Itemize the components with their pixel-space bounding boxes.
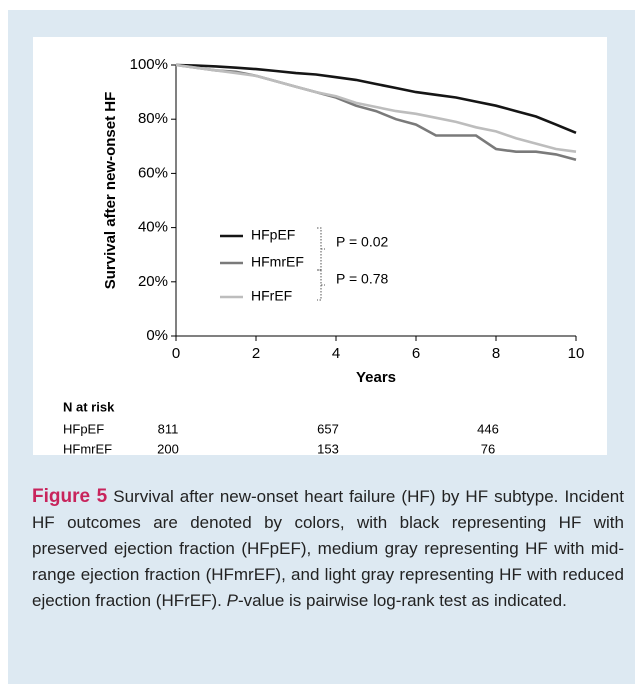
legend-label: HFmrEF: [251, 254, 304, 270]
x-tick-label: 2: [252, 345, 260, 362]
risk-count: 657: [317, 421, 339, 436]
legend-label: HFpEF: [251, 227, 295, 243]
risk-group: HFpEF: [63, 421, 104, 436]
risk-count: 76: [481, 441, 495, 455]
caption: Figure 5 Survival after new-onset heart …: [32, 484, 624, 614]
x-tick-label: 8: [492, 345, 500, 362]
risk-table-title: N at risk: [63, 399, 115, 414]
y-tick-label: 40%: [138, 219, 168, 236]
x-axis-label: Years: [356, 369, 396, 386]
caption-italic: P: [226, 591, 238, 610]
bracket: [317, 227, 325, 301]
x-tick-label: 4: [332, 345, 340, 362]
p-value: P = 0.78: [336, 271, 389, 287]
x-tick-label: 6: [412, 345, 420, 362]
y-tick-label: 20%: [138, 273, 168, 290]
survival-line: [175, 63, 577, 135]
risk-count: 200: [157, 441, 179, 455]
y-tick-label: 80%: [138, 110, 168, 127]
y-tick-label: 60%: [138, 164, 168, 181]
caption-text: Survival after new-onset heart failure (…: [32, 487, 624, 610]
p-value: P = 0.02: [336, 234, 389, 250]
risk-count: 446: [477, 421, 499, 436]
risk-count: 811: [158, 421, 179, 436]
legend-label: HFrEF: [251, 288, 292, 304]
y-tick-label: 100%: [130, 56, 168, 73]
figure-panel: 0% 20% 40% 60% 80% 100% 0 2 4 6 8 10 Years Survival a…: [8, 10, 635, 684]
risk-group: HFmrEF: [63, 441, 112, 455]
chart: 0% 20% 40% 60% 80% 100% 0 2 4 6 8 10 Years Survival a…: [33, 37, 607, 455]
risk-count: 153: [317, 441, 339, 455]
x-tick-label: 0: [172, 345, 180, 362]
survival-line: [175, 63, 577, 153]
y-axis-label: Survival after new-onset HF: [102, 92, 119, 290]
y-tick-label: 0%: [146, 327, 168, 344]
caption-label: Figure 5: [32, 486, 108, 507]
x-tick-label: 10: [568, 345, 585, 362]
caption-text-after: -value is pairwise log-rank test as indi…: [237, 591, 567, 610]
